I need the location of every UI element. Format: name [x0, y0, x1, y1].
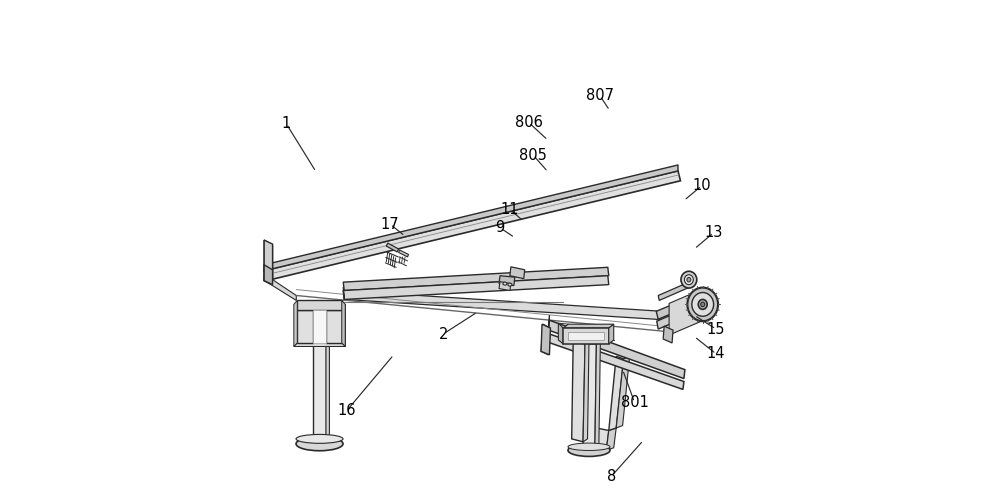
Polygon shape: [399, 250, 409, 257]
Polygon shape: [616, 358, 630, 428]
Polygon shape: [343, 290, 671, 320]
Polygon shape: [609, 324, 614, 344]
Ellipse shape: [503, 282, 507, 285]
Polygon shape: [499, 276, 515, 285]
Polygon shape: [294, 300, 297, 346]
Polygon shape: [663, 326, 673, 343]
Polygon shape: [593, 428, 609, 450]
Polygon shape: [343, 276, 609, 299]
Polygon shape: [542, 324, 550, 342]
Text: 8: 8: [607, 469, 616, 484]
Ellipse shape: [687, 288, 718, 321]
Polygon shape: [568, 332, 604, 340]
Polygon shape: [313, 310, 326, 343]
Polygon shape: [342, 300, 345, 346]
Ellipse shape: [681, 272, 697, 288]
Polygon shape: [563, 324, 614, 328]
Text: 2: 2: [438, 326, 448, 342]
Ellipse shape: [684, 274, 693, 284]
Polygon shape: [343, 268, 609, 290]
Polygon shape: [264, 240, 273, 284]
Polygon shape: [294, 304, 345, 346]
Polygon shape: [326, 340, 329, 439]
Polygon shape: [657, 306, 693, 329]
Polygon shape: [264, 276, 296, 300]
Polygon shape: [264, 165, 678, 271]
Ellipse shape: [508, 283, 512, 286]
Polygon shape: [264, 171, 680, 280]
Text: 806: 806: [515, 115, 543, 130]
Polygon shape: [656, 296, 694, 319]
Ellipse shape: [692, 292, 714, 316]
Text: 9: 9: [495, 220, 505, 236]
Polygon shape: [669, 288, 704, 335]
Text: 15: 15: [707, 322, 725, 336]
Text: 16: 16: [337, 403, 356, 418]
Ellipse shape: [568, 444, 610, 456]
Ellipse shape: [687, 278, 691, 282]
Text: 14: 14: [707, 346, 725, 362]
Polygon shape: [326, 310, 342, 343]
Polygon shape: [558, 323, 563, 344]
Ellipse shape: [568, 443, 610, 450]
Polygon shape: [297, 310, 313, 343]
Polygon shape: [541, 324, 550, 355]
Polygon shape: [583, 344, 596, 447]
Text: 13: 13: [704, 225, 723, 240]
Polygon shape: [563, 328, 609, 344]
Polygon shape: [606, 428, 616, 450]
Ellipse shape: [296, 437, 343, 450]
Polygon shape: [583, 342, 589, 442]
Polygon shape: [264, 265, 273, 284]
Polygon shape: [548, 320, 685, 378]
Ellipse shape: [698, 300, 707, 310]
Polygon shape: [297, 300, 342, 310]
Text: 807: 807: [586, 88, 614, 103]
Text: 11: 11: [501, 202, 519, 217]
Polygon shape: [264, 240, 273, 284]
Polygon shape: [499, 282, 511, 290]
Polygon shape: [609, 356, 624, 430]
Polygon shape: [510, 267, 525, 278]
Polygon shape: [658, 282, 690, 300]
Polygon shape: [313, 343, 326, 439]
Polygon shape: [546, 333, 684, 390]
Polygon shape: [541, 338, 549, 355]
Polygon shape: [595, 342, 600, 447]
Ellipse shape: [296, 434, 343, 444]
Polygon shape: [572, 342, 585, 442]
Text: 801: 801: [621, 395, 648, 410]
Text: 17: 17: [381, 217, 400, 232]
Polygon shape: [386, 243, 399, 252]
Text: 805: 805: [519, 148, 547, 162]
Text: 10: 10: [692, 178, 711, 193]
Ellipse shape: [701, 302, 705, 306]
Text: 1: 1: [282, 116, 291, 132]
